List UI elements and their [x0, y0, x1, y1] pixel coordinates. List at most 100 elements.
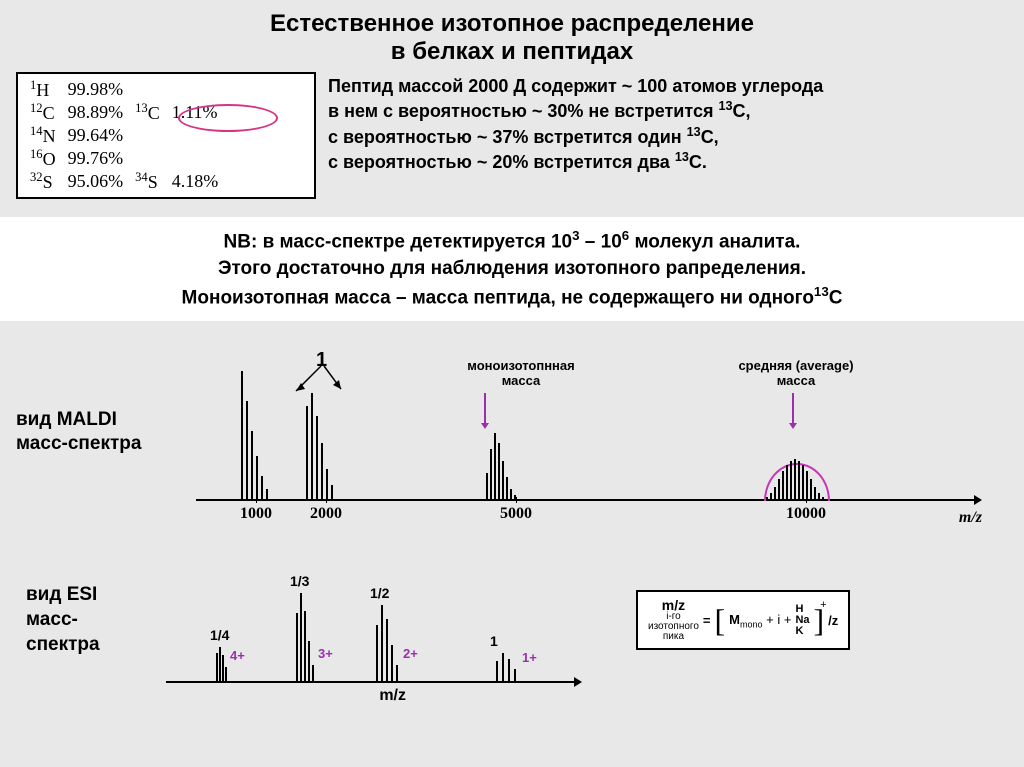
isotope-row: 16O99.76% [24, 147, 224, 170]
page-title: Естественное изотопное распределение в б… [0, 0, 1024, 72]
esi-spectrum-chart: m/z 1/44+1/33+1/22+11+ [156, 535, 586, 705]
isotope-row: 14N99.64% [24, 124, 224, 147]
mono-arrow-icon [484, 393, 486, 423]
split-arrow-icon [291, 361, 351, 401]
formula-body: Mmono + i + [729, 612, 791, 630]
peak [306, 406, 308, 501]
esi-axis-label: m/z [379, 687, 406, 705]
peak [502, 653, 504, 683]
isotope-row: 32S95.06%34S4.18% [24, 170, 224, 193]
fraction-label: 1/4 [210, 627, 229, 643]
peak [219, 647, 221, 683]
fraction-label: 1 [490, 633, 498, 649]
txt: пика [663, 632, 684, 642]
sup: 13 [675, 150, 689, 164]
txt: С, [701, 127, 719, 147]
peak [810, 479, 812, 501]
charts-area: вид MALDI масс-спектра m/z 1 моноизотопн… [0, 321, 1024, 705]
bracket-right: ] [814, 608, 825, 634]
peak [316, 416, 318, 501]
peak [391, 645, 393, 683]
txt: масс-спектра [26, 609, 100, 655]
txt: С [829, 287, 843, 308]
peak [261, 476, 263, 501]
txt: Моноизотопная масса – масса пептида, не … [182, 287, 814, 308]
peak [304, 611, 306, 683]
peak [498, 443, 500, 501]
peak [331, 485, 333, 501]
peak [506, 477, 508, 501]
maldi-row: вид MALDI масс-спектра m/z 1 моноизотопн… [16, 333, 1008, 531]
txt: K [795, 626, 809, 637]
peak [508, 659, 510, 683]
title-line1: Естественное изотопное распределение [270, 10, 754, 37]
maldi-label: вид MALDI масс-спектра [16, 408, 176, 457]
peak [782, 471, 784, 501]
annot-mono: моноизотопннаямасса [456, 359, 586, 388]
peak [502, 461, 504, 501]
txt: M [729, 612, 740, 627]
bracket-left: [ [715, 608, 726, 634]
avg-arrow-icon [792, 393, 794, 423]
peak [216, 653, 218, 683]
peak [312, 665, 314, 683]
tick-label: 10000 [786, 505, 826, 523]
txt: Пептид массой 2000 Д содержит ~ 100 атом… [328, 76, 823, 96]
peak [321, 443, 323, 501]
tick-label: 2000 [310, 505, 342, 523]
peak [770, 493, 772, 501]
nb-note-block: NB: в масс-спектре детектируется 103 – 1… [0, 217, 1024, 321]
txt: вид ESI [26, 584, 97, 605]
top-section: 1H99.98%12C98.89%13C1.11%14N99.64%16O99.… [0, 72, 1024, 199]
txt: m/z [662, 598, 685, 612]
tick-label: 1000 [240, 505, 272, 523]
formula-tail: + /z [828, 613, 838, 628]
peak [510, 489, 512, 501]
isotope-row: 1H99.98% [24, 78, 224, 101]
sup: 13 [814, 284, 829, 299]
peak [786, 465, 788, 501]
esi-label: вид ESI масс-спектра [26, 583, 146, 657]
peak [266, 489, 268, 501]
txt: mono [740, 619, 763, 629]
esi-row: вид ESI масс-спектра m/z 1/44+1/33+1/22+… [16, 535, 1008, 705]
peak [241, 371, 243, 501]
peak [486, 473, 488, 501]
peak [251, 431, 253, 501]
fraction-label: 1/3 [290, 573, 309, 589]
peak [225, 667, 227, 683]
ion-stack: H Na K [795, 604, 809, 637]
txt: Этого достаточно для наблюдения изотопно… [20, 256, 1004, 283]
txt: с вероятностью ~ 20% встретится два [328, 152, 675, 172]
peak [311, 393, 313, 501]
peak [300, 593, 302, 683]
peak [802, 465, 804, 501]
tick-label: 5000 [500, 505, 532, 523]
formula-lhs: m/z i-го изотопного пика [648, 598, 699, 642]
peak [514, 495, 516, 501]
txt: С, [732, 101, 750, 121]
txt: + i + [763, 612, 792, 627]
charge-label: 4+ [230, 648, 245, 663]
peak [256, 456, 258, 501]
txt: молекул аналита. [629, 231, 800, 252]
peak [798, 461, 800, 501]
peak [376, 625, 378, 683]
peak [818, 493, 820, 501]
sup: 3 [572, 228, 579, 243]
peak [381, 605, 383, 683]
charge-label: 2+ [403, 646, 418, 661]
txt: NB: в масс-спектре детектируется 10 [224, 231, 573, 252]
txt: + [820, 599, 826, 611]
peak [822, 497, 824, 501]
peak [326, 469, 328, 501]
peak [814, 487, 816, 501]
mz-formula-box: m/z i-го изотопного пика = [ Mmono + i +… [636, 590, 850, 650]
charge-label: 1+ [522, 650, 537, 665]
charge-label: 3+ [318, 646, 333, 661]
txt: вид MALDI [16, 409, 117, 430]
txt: в нем с вероятностью ~ 30% не встретится [328, 101, 718, 121]
isotope-row: 12C98.89%13C1.11% [24, 101, 224, 124]
txt: с вероятностью ~ 37% встретится один [328, 127, 687, 147]
peak [514, 669, 516, 683]
